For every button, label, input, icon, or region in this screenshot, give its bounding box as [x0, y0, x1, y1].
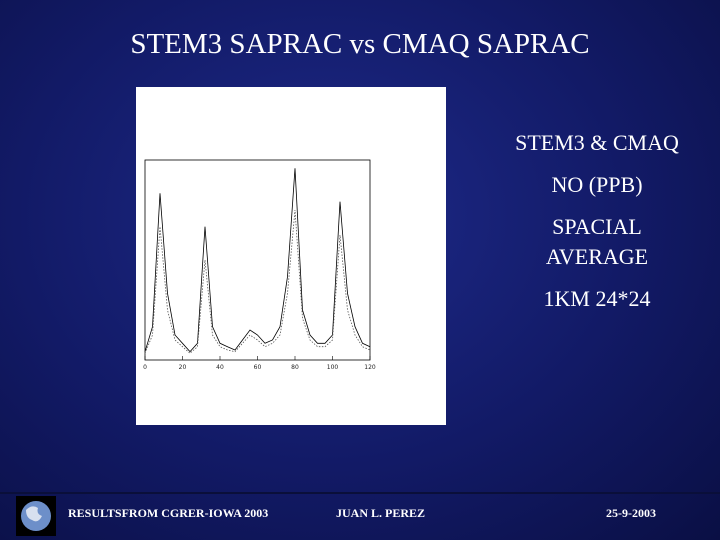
side-text: 1KM 24*24 [543, 286, 651, 311]
chart: 0 20 40 60 80 100 120 [143, 159, 376, 371]
footer-right: 25-9-2003 [606, 506, 656, 520]
side-text: SPACIAL [552, 214, 642, 239]
x-tick-label: 120 [364, 364, 376, 371]
x-tick-label: 80 [291, 364, 299, 371]
side-text: NO (PPB) [551, 172, 643, 197]
slide-title: STEM3 SAPRAC vs CMAQ SAPRAC [130, 28, 590, 60]
footer-rule [0, 492, 720, 494]
series-line [144, 209, 371, 354]
figure: 0 20 40 60 80 100 120 [136, 87, 446, 425]
side-text: AVERAGE [545, 244, 649, 269]
plot-frame [144, 159, 371, 361]
x-tick-label: 20 [179, 364, 187, 371]
side-text: STEM3 & CMAQ [515, 130, 679, 155]
x-tick-label: 100 [327, 364, 339, 371]
series-line [144, 168, 371, 353]
x-tick-label: 40 [216, 364, 224, 371]
globe-icon [16, 496, 56, 536]
footer-left: RESULTSFROM CGRER-IOWA 2003 [68, 506, 269, 520]
x-tick-label: 60 [254, 364, 262, 371]
footer-center: JUAN L. PEREZ [336, 506, 426, 520]
x-tick-label: 0 [143, 364, 147, 371]
